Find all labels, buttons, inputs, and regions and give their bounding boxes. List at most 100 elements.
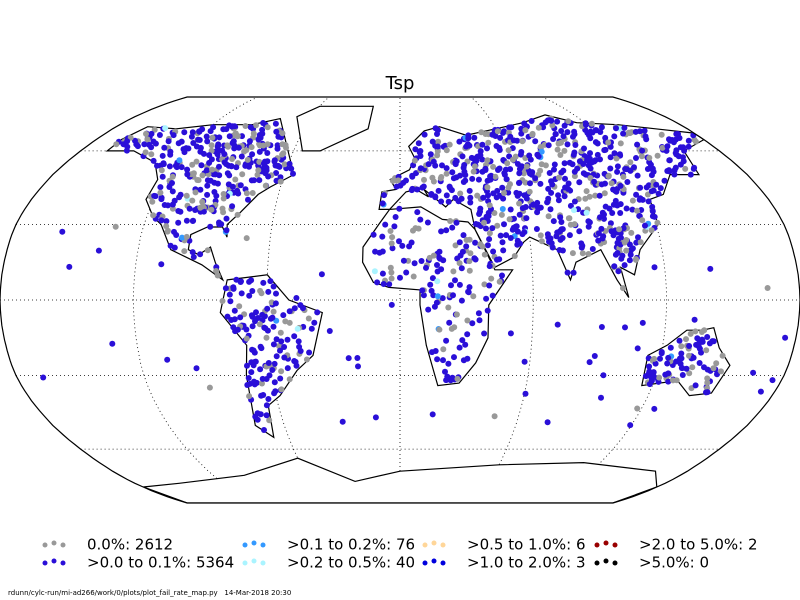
station-dot (278, 386, 285, 393)
station-dot (243, 190, 250, 197)
station-dot (425, 161, 432, 168)
station-dot (587, 165, 594, 172)
station-dot (633, 239, 640, 246)
station-dot (314, 309, 321, 316)
station-dot (379, 200, 386, 207)
station-dot (459, 337, 466, 344)
station-dot (204, 247, 211, 254)
legend-marker (594, 560, 600, 566)
station-dot (273, 290, 279, 297)
station-dot (458, 265, 465, 272)
station-dot (550, 218, 557, 225)
station-dot (621, 239, 628, 246)
station-dot (281, 354, 288, 361)
station-dot (247, 124, 254, 131)
station-dot (443, 170, 450, 177)
station-dot (415, 140, 422, 147)
station-dot (661, 177, 668, 184)
station-dot (540, 124, 547, 131)
station-dot (457, 172, 463, 179)
station-dot (522, 390, 529, 397)
station-dot (503, 176, 510, 183)
station-dot (381, 192, 387, 199)
station-dot (704, 334, 711, 340)
station-dot (490, 190, 497, 197)
station-dot (231, 142, 238, 149)
station-dot (516, 211, 523, 218)
station-dot (675, 153, 682, 160)
station-dot (221, 151, 228, 157)
station-dot (494, 128, 501, 135)
station-dot (617, 210, 624, 216)
station-dot (671, 171, 678, 178)
station-dot (376, 249, 383, 256)
station-dot (406, 243, 413, 250)
station-dot (251, 378, 257, 385)
station-dot (208, 206, 215, 213)
station-dot (156, 132, 163, 138)
station-dot (414, 186, 421, 193)
station-dot (620, 285, 626, 292)
station-dot (719, 352, 726, 359)
station-dot (651, 405, 658, 412)
station-dot (165, 138, 172, 145)
station-dot (434, 143, 441, 150)
station-dot (583, 188, 590, 195)
station-dot (150, 157, 157, 164)
station-dot (224, 313, 231, 320)
station-dot (597, 129, 604, 135)
station-dot (664, 168, 671, 174)
legend: 0.0%: 2612>0.0 to 0.1%: 5364 >0.1 to 0.2%… (42, 536, 758, 572)
station-dot (243, 326, 250, 333)
station-dot (251, 349, 258, 356)
station-dot (491, 210, 498, 216)
station-dot (609, 210, 616, 216)
station-dot (189, 197, 196, 204)
station-dot (507, 166, 514, 173)
station-dot (181, 129, 188, 136)
station-dot (244, 156, 251, 163)
station-dot (523, 215, 530, 222)
station-dot (686, 370, 693, 377)
station-dot (246, 278, 253, 285)
station-dot (251, 177, 257, 184)
station-dot (238, 153, 245, 160)
station-dot (526, 188, 533, 195)
station-dot (629, 197, 636, 204)
station-dot (611, 133, 618, 140)
station-dot (612, 251, 619, 258)
station-dot (544, 231, 551, 238)
station-dot (209, 134, 216, 141)
station-dot (256, 158, 263, 165)
station-dot (197, 186, 204, 193)
station-dot (279, 130, 286, 137)
station-dot (249, 190, 256, 196)
station-dot (678, 343, 685, 350)
station-dot (175, 219, 182, 226)
station-dot (554, 118, 561, 125)
station-dot (626, 257, 633, 264)
station-dot (582, 195, 589, 202)
station-dot (636, 196, 643, 203)
station-dot (438, 174, 445, 180)
station-dot (261, 427, 267, 433)
station-dot (561, 122, 568, 129)
station-dot (548, 117, 555, 124)
station-dot (582, 121, 589, 128)
station-dot (481, 281, 488, 288)
station-dot (161, 144, 168, 151)
station-dot (427, 281, 434, 288)
station-dot (354, 355, 361, 361)
station-dot (562, 175, 568, 182)
station-dot (232, 328, 239, 335)
station-dot (355, 363, 361, 370)
station-dot (443, 337, 450, 344)
station-dot (200, 208, 207, 215)
station-dot (503, 232, 510, 239)
station-dot (614, 239, 621, 246)
station-dot (273, 336, 280, 343)
station-dot (410, 162, 417, 169)
station-dot (171, 197, 178, 204)
station-dot (598, 181, 605, 188)
station-dot (673, 358, 680, 365)
